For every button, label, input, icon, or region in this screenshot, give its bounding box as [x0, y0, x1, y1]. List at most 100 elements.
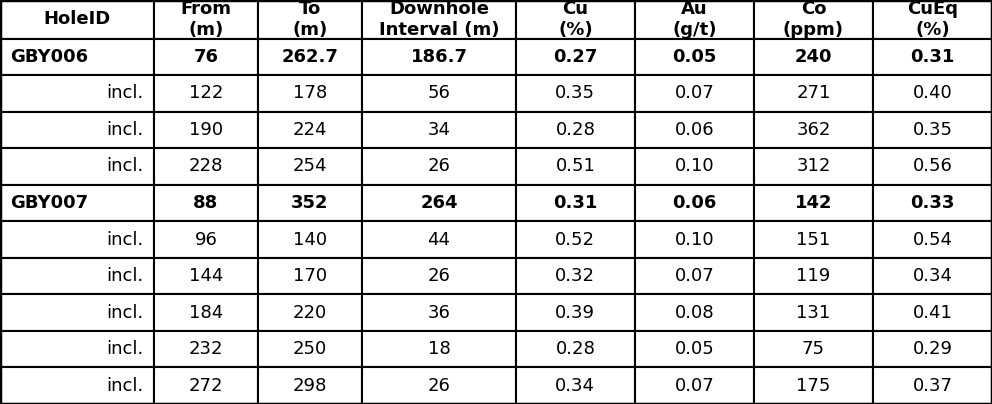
- Bar: [635, 38, 754, 75]
- Text: CuEq
(%): CuEq (%): [907, 0, 958, 39]
- Bar: [516, 185, 635, 221]
- Text: 140: 140: [293, 231, 327, 248]
- Text: 0.07: 0.07: [675, 84, 714, 102]
- Bar: [154, 258, 258, 295]
- Text: 142: 142: [795, 194, 832, 212]
- Text: incl.: incl.: [106, 377, 144, 395]
- Bar: [0, 295, 154, 331]
- Bar: [873, 295, 992, 331]
- Bar: [754, 75, 873, 112]
- Bar: [0, 148, 154, 185]
- Text: 0.33: 0.33: [911, 194, 954, 212]
- Text: 18: 18: [428, 340, 450, 358]
- Bar: [362, 295, 516, 331]
- Text: 262.7: 262.7: [282, 48, 338, 66]
- Bar: [873, 331, 992, 368]
- Text: 0.37: 0.37: [913, 377, 952, 395]
- Bar: [635, 75, 754, 112]
- Text: Downhole
Interval (m): Downhole Interval (m): [379, 0, 499, 39]
- Text: 44: 44: [428, 231, 450, 248]
- Text: 264: 264: [421, 194, 457, 212]
- Text: 151: 151: [797, 231, 830, 248]
- Bar: [154, 148, 258, 185]
- Text: 0.32: 0.32: [556, 267, 595, 285]
- Bar: [754, 0, 873, 38]
- Bar: [0, 331, 154, 368]
- Text: 0.28: 0.28: [556, 121, 595, 139]
- Bar: [154, 75, 258, 112]
- Text: 76: 76: [193, 48, 218, 66]
- Text: 0.05: 0.05: [675, 340, 714, 358]
- Text: 240: 240: [795, 48, 832, 66]
- Bar: [362, 185, 516, 221]
- Text: 0.35: 0.35: [556, 84, 595, 102]
- Text: HoleID: HoleID: [44, 10, 110, 28]
- Text: 0.40: 0.40: [913, 84, 952, 102]
- Bar: [0, 368, 154, 404]
- Bar: [0, 112, 154, 148]
- Text: 175: 175: [797, 377, 830, 395]
- Text: 34: 34: [428, 121, 450, 139]
- Text: incl.: incl.: [106, 231, 144, 248]
- Bar: [516, 368, 635, 404]
- Bar: [873, 75, 992, 112]
- Bar: [258, 75, 362, 112]
- Text: GBY007: GBY007: [10, 194, 88, 212]
- Bar: [154, 185, 258, 221]
- Text: 250: 250: [293, 340, 327, 358]
- Bar: [754, 295, 873, 331]
- Bar: [516, 38, 635, 75]
- Text: 0.31: 0.31: [911, 48, 954, 66]
- Text: incl.: incl.: [106, 158, 144, 175]
- Bar: [258, 112, 362, 148]
- Text: To
(m): To (m): [293, 0, 327, 39]
- Bar: [873, 148, 992, 185]
- Bar: [754, 38, 873, 75]
- Bar: [362, 112, 516, 148]
- Text: 272: 272: [188, 377, 223, 395]
- Text: 224: 224: [293, 121, 327, 139]
- Bar: [635, 0, 754, 38]
- Bar: [635, 148, 754, 185]
- Text: 220: 220: [293, 304, 327, 322]
- Bar: [516, 0, 635, 38]
- Bar: [516, 258, 635, 295]
- Text: 186.7: 186.7: [411, 48, 467, 66]
- Text: 26: 26: [428, 377, 450, 395]
- Bar: [635, 368, 754, 404]
- Text: From
(m): From (m): [181, 0, 231, 39]
- Text: incl.: incl.: [106, 340, 144, 358]
- Bar: [873, 0, 992, 38]
- Bar: [873, 38, 992, 75]
- Bar: [635, 295, 754, 331]
- Text: 26: 26: [428, 267, 450, 285]
- Text: 122: 122: [188, 84, 223, 102]
- Bar: [258, 185, 362, 221]
- Text: 271: 271: [797, 84, 830, 102]
- Bar: [362, 368, 516, 404]
- Bar: [873, 221, 992, 258]
- Text: 88: 88: [193, 194, 218, 212]
- Bar: [258, 0, 362, 38]
- Bar: [0, 75, 154, 112]
- Bar: [258, 295, 362, 331]
- Text: 298: 298: [293, 377, 327, 395]
- Bar: [362, 148, 516, 185]
- Text: 131: 131: [797, 304, 830, 322]
- Text: 96: 96: [194, 231, 217, 248]
- Bar: [516, 75, 635, 112]
- Text: 184: 184: [188, 304, 223, 322]
- Bar: [754, 368, 873, 404]
- Bar: [0, 221, 154, 258]
- Text: 0.07: 0.07: [675, 377, 714, 395]
- Bar: [258, 38, 362, 75]
- Text: 254: 254: [293, 158, 327, 175]
- Text: 228: 228: [188, 158, 223, 175]
- Bar: [258, 148, 362, 185]
- Bar: [0, 185, 154, 221]
- Bar: [362, 75, 516, 112]
- Text: 0.56: 0.56: [913, 158, 952, 175]
- Bar: [754, 148, 873, 185]
- Text: 119: 119: [797, 267, 830, 285]
- Bar: [635, 221, 754, 258]
